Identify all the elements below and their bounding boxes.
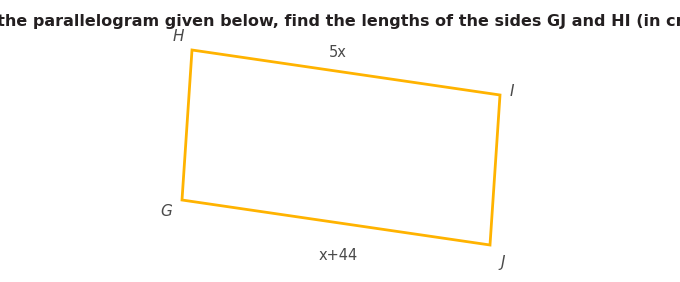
Text: H: H (173, 29, 184, 44)
Text: 5x: 5x (329, 45, 347, 60)
Text: I: I (510, 85, 515, 100)
Text: In the parallelogram given below, find the lengths of the sides GJ and HI (in cm: In the parallelogram given below, find t… (0, 14, 680, 29)
Text: x+44: x+44 (318, 248, 358, 263)
Text: G: G (160, 204, 172, 219)
Text: J: J (500, 255, 505, 270)
